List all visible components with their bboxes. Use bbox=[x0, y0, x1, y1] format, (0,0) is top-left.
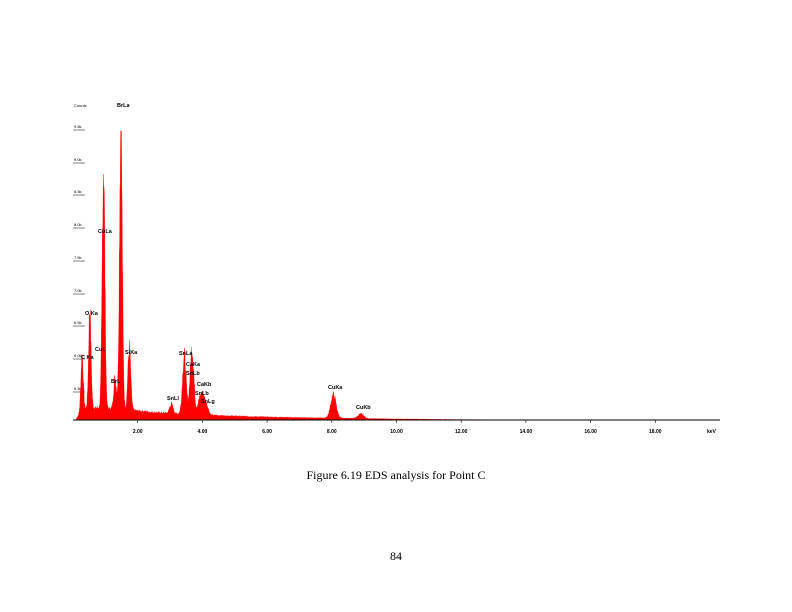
y-tick-label: 9.0k bbox=[74, 157, 82, 162]
peak-label: SnLg bbox=[201, 399, 215, 405]
spectrum-area bbox=[75, 130, 559, 421]
peak-label: O Ka bbox=[85, 311, 99, 317]
peak-label: CaKa bbox=[186, 362, 201, 368]
peak-labels: C Ka O Ka CuL CuLa BrL BrLa SiKa SnLl SnLa CaKa Sn… bbox=[81, 103, 371, 411]
peak-label: CaKb bbox=[197, 382, 212, 388]
peak-label: CuLa bbox=[98, 229, 113, 235]
y-tick-label: 6.5k bbox=[74, 320, 82, 325]
peak-label: SnLa bbox=[179, 351, 193, 357]
y-tick-label: 5.5k bbox=[74, 386, 82, 391]
x-axis-ticks: 2.00 4.00 6.00 8.00 10.00 12.00 14.00 16.00 18.0… bbox=[133, 420, 662, 435]
y-tick-label: 7.5k bbox=[74, 255, 82, 260]
x-tick-label: 18.00 bbox=[649, 429, 662, 435]
x-tick-label: 10.00 bbox=[390, 429, 403, 435]
x-tick-label: 2.00 bbox=[133, 429, 143, 435]
page-number: 84 bbox=[390, 549, 402, 563]
peak-label: BrLa bbox=[117, 103, 130, 109]
peak-label: CuKa bbox=[328, 385, 343, 391]
x-tick-label: 6.00 bbox=[262, 429, 272, 435]
y-axis-title: Counts bbox=[74, 103, 87, 108]
peak-label: SnLb bbox=[186, 371, 200, 377]
x-tick-label: 16.00 bbox=[584, 429, 597, 435]
x-tick-label: 12.00 bbox=[455, 429, 468, 435]
x-tick-label: 4.00 bbox=[198, 429, 208, 435]
y-axis-ticks: 9.5k 9.0k 8.5k 8.0k 7.5k 7.0k 6.5k 6.0k 5.5k bbox=[73, 124, 85, 393]
peak-label: CuKb bbox=[356, 405, 371, 411]
peak-label: SnLl bbox=[167, 396, 179, 402]
peak-label: C Ka bbox=[81, 355, 94, 361]
y-tick-label: 9.5k bbox=[74, 124, 82, 129]
peak-label: SnLb bbox=[195, 391, 209, 397]
y-tick-label: 8.0k bbox=[74, 222, 82, 227]
peak-label: CuL bbox=[95, 347, 106, 353]
y-tick-label: 8.5k bbox=[74, 189, 82, 194]
peak-label: SiKa bbox=[125, 350, 138, 356]
y-tick-label: 7.0k bbox=[74, 288, 82, 293]
x-tick-label: 8.00 bbox=[327, 429, 337, 435]
x-tick-label: 14.00 bbox=[520, 429, 533, 435]
figure-caption: Figure 6.19 EDS analysis for Point C bbox=[306, 468, 486, 482]
y-tick-label: 6.0k bbox=[74, 353, 82, 358]
x-axis-unit-label: keV bbox=[707, 429, 717, 435]
peak-label: BrL bbox=[111, 379, 121, 385]
